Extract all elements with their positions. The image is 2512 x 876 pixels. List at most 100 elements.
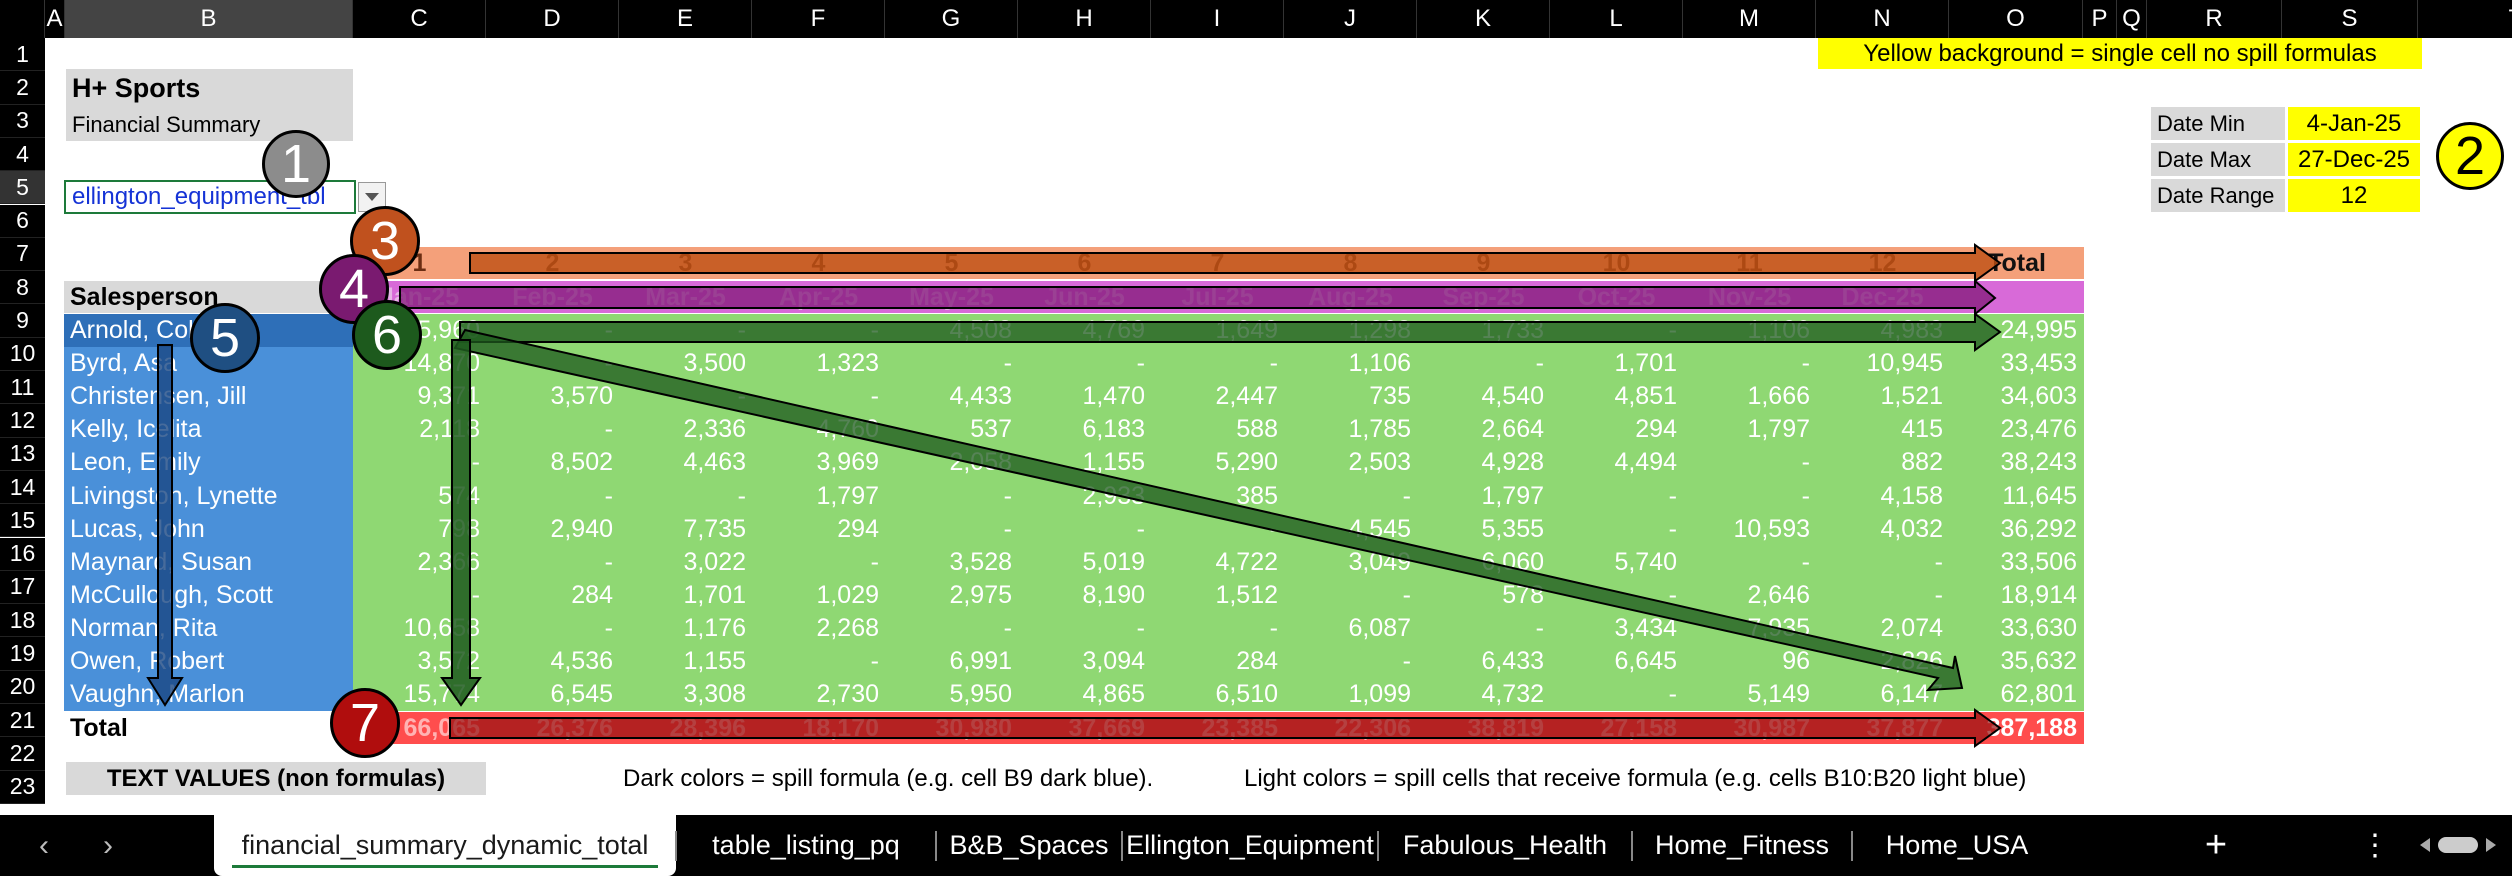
row-header-4[interactable]: 4 — [0, 137, 45, 172]
row-header-7[interactable]: 7 — [0, 237, 45, 272]
tab-fabulous-health[interactable]: Fabulous_Health — [1402, 830, 1608, 860]
scroll-right-icon[interactable] — [2486, 838, 2496, 852]
column-header-c[interactable]: C — [353, 0, 486, 38]
column-header-l[interactable]: L — [1550, 0, 1683, 38]
value-cell: 4,433 — [949, 382, 1012, 411]
row-header-6[interactable]: 6 — [0, 204, 45, 238]
row-header-11[interactable]: 11 — [0, 371, 45, 405]
spreadsheet-grid[interactable]: ABCDEFGHIJKLMNOPQRST 1234567891011121314… — [0, 0, 2512, 815]
column-header-e[interactable]: E — [619, 0, 752, 38]
tab-scroll-prev-button[interactable]: ‹ — [39, 828, 49, 862]
tab-financial-summary-dynamic-total[interactable]: financial_summary_dynamic_total — [214, 815, 676, 876]
row-header-17[interactable]: 17 — [0, 570, 45, 605]
sheet-menu-icon[interactable]: ⋮ — [2360, 829, 2390, 862]
value-cell: 284 — [571, 580, 613, 609]
column-header-d[interactable]: D — [486, 0, 619, 38]
value-cell: 6,183 — [1082, 415, 1145, 444]
value-cell: 537 — [970, 415, 1012, 444]
badge-6: 6 — [352, 300, 422, 370]
row-header-21[interactable]: 21 — [0, 704, 45, 738]
value-cell: 3,969 — [816, 448, 879, 477]
horizontal-scrollbar[interactable] — [2420, 835, 2500, 855]
value-cell: 4,851 — [1614, 382, 1677, 411]
column-header-i[interactable]: I — [1151, 0, 1284, 38]
column-header-b[interactable]: B — [65, 0, 353, 38]
tab-scroll-next-button[interactable]: › — [103, 828, 113, 862]
column-header-m[interactable]: M — [1683, 0, 1816, 38]
row-header-22[interactable]: 22 — [0, 737, 45, 771]
value-cell: 2,730 — [816, 680, 879, 709]
annotation-arrows — [146, 243, 2002, 748]
value-cell: - — [1136, 349, 1145, 378]
row-header-10[interactable]: 10 — [0, 337, 45, 371]
column-header-a[interactable]: A — [45, 0, 65, 38]
row-header-2[interactable]: 2 — [0, 71, 45, 105]
column-header-h[interactable]: H — [1018, 0, 1151, 38]
row-header-5[interactable]: 5 — [0, 171, 45, 205]
row-header-1[interactable]: 1 — [0, 38, 45, 72]
value-cell: 96 — [1782, 647, 1810, 675]
value-cell: 1,106 — [1348, 349, 1411, 378]
row-header-15[interactable]: 15 — [0, 504, 45, 538]
column-header-o[interactable]: O — [1949, 0, 2083, 38]
value-cell: 2,503 — [1348, 448, 1411, 477]
value-cell: 1,797 — [1747, 415, 1810, 444]
tab-separator — [1121, 831, 1123, 861]
column-header-q[interactable]: Q — [2117, 0, 2147, 38]
value-cell: 4,536 — [550, 647, 613, 675]
row-header-3[interactable]: 3 — [0, 104, 45, 138]
salesperson-name: Lucas, John — [70, 514, 205, 543]
column-header-r[interactable]: R — [2147, 0, 2282, 38]
column-header-k[interactable]: K — [1417, 0, 1550, 38]
salesperson-name: Norman, Rita — [70, 613, 218, 642]
salesperson-name: Owen, Robert — [70, 647, 225, 675]
row-header-16[interactable]: 16 — [0, 537, 45, 571]
scroll-thumb[interactable] — [2438, 837, 2478, 853]
value-cell: 6,510 — [1215, 680, 1278, 709]
date-max-value: 27-Dec-25 — [2288, 143, 2420, 176]
row-header-14[interactable]: 14 — [0, 470, 45, 505]
column-header-p[interactable]: P — [2083, 0, 2117, 38]
value-cell: - — [1535, 349, 1544, 378]
value-cell: - — [1668, 580, 1677, 609]
tab-home-fitness[interactable]: Home_Fitness — [1654, 830, 1830, 860]
value-cell: - — [1136, 514, 1145, 543]
row-header-18[interactable]: 18 — [0, 604, 45, 638]
row-header-20[interactable]: 20 — [0, 670, 45, 704]
tab-ellington-equipment[interactable]: Ellington_Equipment — [1126, 830, 1374, 860]
column-header-f[interactable]: F — [752, 0, 885, 38]
row-header-19[interactable]: 19 — [0, 637, 45, 671]
row-total-cell: 38,243 — [2000, 448, 2077, 477]
value-cell: 4,032 — [1880, 514, 1943, 543]
badge-1: 1 — [262, 130, 330, 198]
select-all-corner[interactable] — [0, 0, 45, 38]
column-header-n[interactable]: N — [1816, 0, 1949, 38]
row-header-8[interactable]: 8 — [0, 271, 45, 305]
value-cell: 2,664 — [1481, 415, 1544, 444]
value-cell: - — [1003, 349, 1012, 378]
date-range-value: 12 — [2288, 179, 2420, 212]
row-header-12[interactable]: 12 — [0, 404, 45, 438]
value-cell: - — [1136, 613, 1145, 642]
column-header-s[interactable]: S — [2282, 0, 2418, 38]
tab-home-usa[interactable]: Home_USA — [1885, 830, 2029, 860]
column-header-j[interactable]: J — [1284, 0, 1417, 38]
row-header-23[interactable]: 23 — [0, 770, 45, 804]
tab-b-b-spaces[interactable]: B&B_Spaces — [949, 830, 1109, 860]
add-sheet-button[interactable]: + — [2204, 824, 2228, 866]
value-cell: - — [1402, 647, 1411, 675]
value-cell: - — [1801, 547, 1810, 576]
text-values-note: TEXT VALUES (non formulas) — [66, 762, 486, 795]
value-cell: 1,797 — [816, 481, 879, 510]
row-header-9[interactable]: 9 — [0, 304, 45, 338]
value-cell: 882 — [1901, 448, 1943, 477]
tab-table-listing-pq[interactable]: table_listing_pq — [712, 830, 900, 860]
date-max-label: Date Max — [2151, 143, 2285, 176]
value-cell: 5,290 — [1215, 448, 1278, 477]
column-header-t[interactable]: T — [2418, 0, 2512, 38]
scroll-left-icon[interactable] — [2420, 838, 2430, 852]
value-cell: - — [1801, 448, 1810, 477]
column-header-g[interactable]: G — [885, 0, 1018, 38]
row-header-13[interactable]: 13 — [0, 437, 45, 471]
value-cell: 1,785 — [1348, 415, 1411, 444]
